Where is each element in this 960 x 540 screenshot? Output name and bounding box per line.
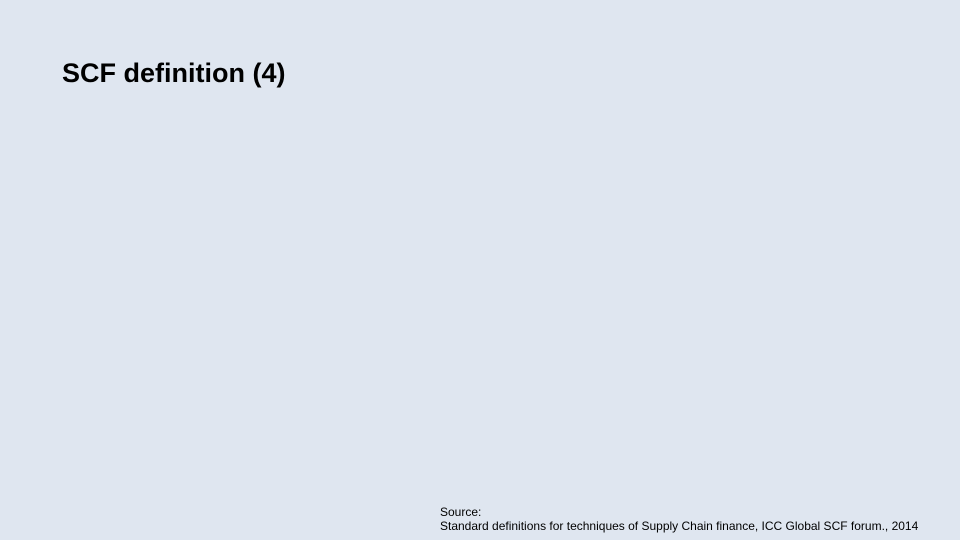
slide-title: SCF definition (4) [62, 58, 285, 89]
source-citation-block: Source: Standard definitions for techniq… [440, 505, 918, 533]
source-citation-text: Standard definitions for techniques of S… [440, 519, 918, 533]
source-label: Source: [440, 505, 918, 519]
slide: SCF definition (4) Source: Standard defi… [0, 0, 960, 540]
